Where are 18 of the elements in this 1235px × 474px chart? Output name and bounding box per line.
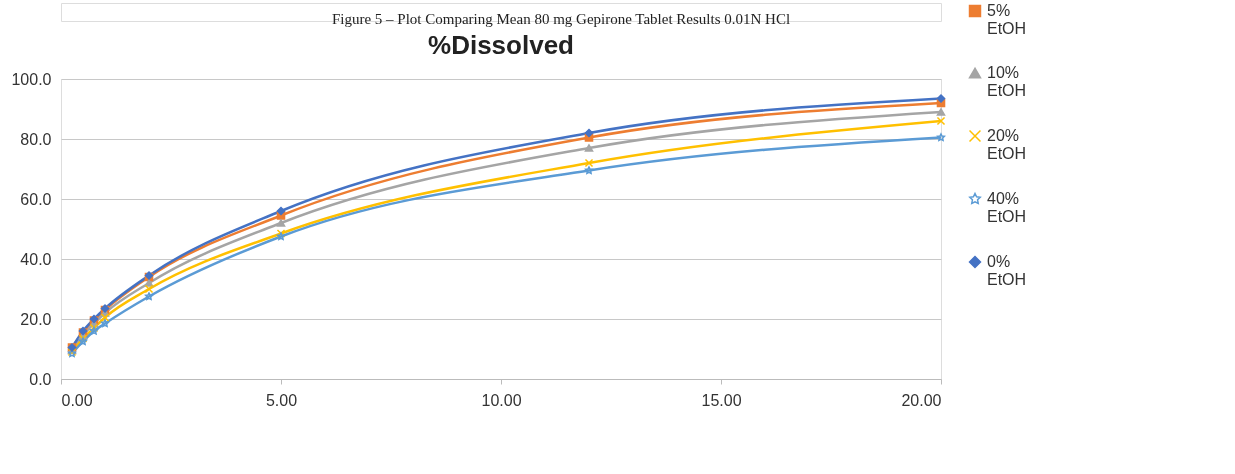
x-tick-label: 5.00 xyxy=(265,391,298,409)
chart-title: %Dissolved xyxy=(428,30,574,60)
y-tick-label: 100.0 xyxy=(11,70,52,88)
y-tick-label: 60.0 xyxy=(20,190,52,208)
x-tick-label: 10.00 xyxy=(481,391,522,409)
x-tick-label: 0.00 xyxy=(61,391,93,409)
legend-label: 0% EtOH xyxy=(987,253,1027,288)
legend-label: 5% EtOH xyxy=(987,2,1027,37)
legend-label: 20% EtOH xyxy=(987,127,1027,162)
legend-label: 40% EtOH xyxy=(987,190,1027,225)
legend-label: 10% EtOH xyxy=(987,64,1027,99)
y-tick-label: 40.0 xyxy=(20,250,52,268)
x-tick-label: 15.00 xyxy=(701,391,742,409)
y-tick-label: 80.0 xyxy=(20,130,52,148)
x-tick-label: 20.00 xyxy=(901,391,942,409)
caption: Figure 5 – Plot Comparing Mean 80 mg Gepirone Tablet Results 0.01N HCl xyxy=(331,11,791,27)
y-tick-label: 0.0 xyxy=(29,370,52,388)
y-tick-label: 20.0 xyxy=(20,310,52,328)
